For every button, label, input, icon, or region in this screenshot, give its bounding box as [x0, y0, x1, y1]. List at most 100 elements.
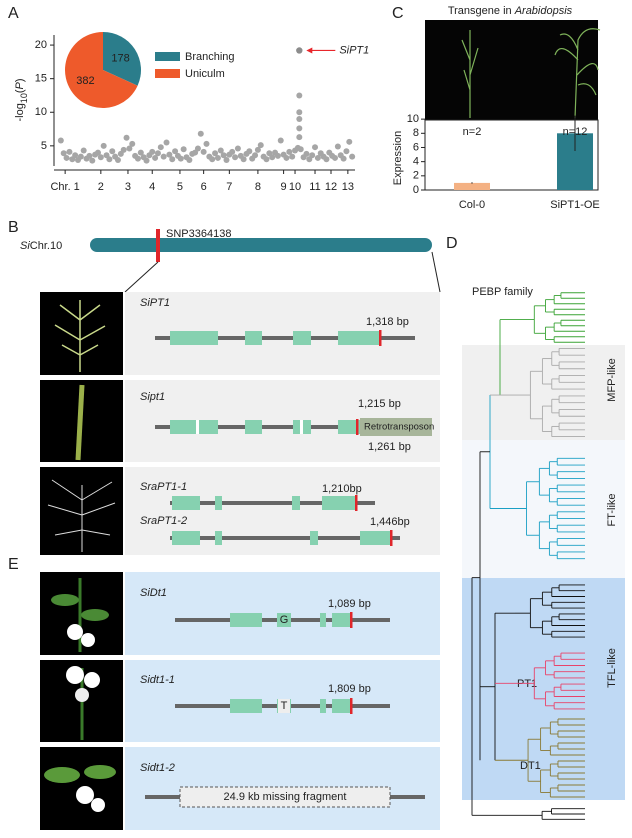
- exon: [293, 331, 311, 345]
- point: [137, 149, 144, 156]
- y-tick-label: 15: [35, 73, 47, 85]
- point: [234, 145, 241, 152]
- point: [212, 150, 219, 157]
- stop-marker: [356, 419, 359, 435]
- clade-label: FT-like: [606, 494, 618, 527]
- point: [97, 154, 104, 161]
- exon: [338, 331, 380, 345]
- exon: [360, 531, 390, 545]
- x-tick-label: 2: [98, 181, 104, 193]
- point: [57, 137, 64, 144]
- legend-label: Uniculm: [185, 68, 225, 80]
- snp-marker: [156, 229, 160, 262]
- zoom-line: [124, 261, 159, 293]
- y-axis-label-part: P: [14, 81, 26, 89]
- gene-name: SraPT1-2: [140, 515, 187, 527]
- point: [214, 154, 221, 161]
- gene-length: 1,261 bp: [368, 441, 411, 453]
- point: [129, 140, 136, 147]
- point: [143, 157, 150, 164]
- y-tick-label: 6: [413, 141, 419, 153]
- point: [334, 143, 341, 150]
- x-tick-label: 6: [201, 181, 207, 193]
- stripe: [300, 420, 303, 434]
- point: [134, 155, 141, 162]
- point: [217, 147, 224, 154]
- clade-label: TFL-like: [606, 648, 618, 688]
- leaf: [44, 767, 80, 783]
- gene-length: 1,446bp: [370, 516, 410, 528]
- point: [60, 150, 67, 157]
- exon: [277, 613, 291, 627]
- point: [296, 125, 303, 132]
- clade-bg: [462, 345, 625, 440]
- point: [296, 92, 303, 99]
- panel-label: B: [8, 219, 19, 236]
- y-axis-label-part: 10: [19, 93, 29, 103]
- legend-label: Branching: [185, 51, 235, 63]
- y-tick-label: 8: [413, 127, 419, 139]
- y-tick-label: 20: [35, 39, 47, 51]
- point: [296, 115, 303, 122]
- stop-marker: [390, 530, 393, 546]
- point: [332, 154, 339, 161]
- x-tick-label: 12: [325, 181, 337, 193]
- point: [166, 151, 173, 158]
- point: [109, 148, 116, 155]
- point: [269, 154, 276, 161]
- point: [114, 156, 121, 163]
- stop-marker: [350, 612, 353, 628]
- point: [346, 138, 353, 145]
- point: [223, 156, 230, 163]
- stop-marker: [355, 495, 358, 511]
- point: [66, 148, 73, 155]
- point: [277, 137, 284, 144]
- point: [296, 109, 303, 116]
- insert-label: Retrotransposon: [364, 422, 434, 433]
- pie-slice: [65, 32, 138, 108]
- missing-label: 24.9 kb missing fragment: [224, 791, 347, 803]
- flower: [81, 633, 95, 647]
- y-axis-label: -log10(P): [14, 78, 29, 121]
- chart-title: Transgene in Arabidopsis: [448, 5, 573, 17]
- point: [177, 155, 184, 162]
- point: [63, 154, 70, 161]
- clade-bg: [462, 578, 625, 800]
- point: [94, 149, 101, 156]
- pie-label: 178: [111, 53, 129, 65]
- point: [169, 156, 176, 163]
- gene-name: Sidt1-2: [140, 762, 175, 774]
- point: [126, 145, 133, 152]
- zoom-line: [431, 251, 441, 293]
- exon: [245, 331, 262, 345]
- intron: [170, 501, 375, 505]
- y-axis-label-part: ): [14, 78, 26, 82]
- point: [186, 156, 193, 163]
- clade-bg: [462, 440, 625, 578]
- panel-label: C: [392, 5, 404, 22]
- pie-slice: [103, 32, 141, 86]
- gene-name: Sidt1-1: [140, 674, 175, 686]
- flower: [75, 688, 89, 702]
- stop-marker: [350, 698, 353, 714]
- y-tick-label: 10: [407, 113, 419, 125]
- gene-length: 1,215 bp: [358, 398, 401, 410]
- photos: [40, 292, 123, 830]
- point: [246, 148, 253, 155]
- exon: [172, 496, 200, 510]
- point: [209, 156, 216, 163]
- clade-label: MFP-like: [606, 358, 618, 401]
- exon: [320, 699, 326, 713]
- x-tick-label: 8: [255, 181, 261, 193]
- flower: [91, 798, 105, 812]
- point: [349, 153, 356, 160]
- point: [309, 152, 316, 159]
- point: [80, 147, 87, 154]
- gene-models: Retrotransposon G T 24.9 kb missing fragmen…: [145, 330, 434, 808]
- plant: [461, 28, 601, 119]
- point: [296, 134, 303, 141]
- snp-base: G: [280, 614, 289, 626]
- point: [194, 145, 201, 152]
- leaf: [51, 594, 79, 606]
- point: [163, 139, 170, 146]
